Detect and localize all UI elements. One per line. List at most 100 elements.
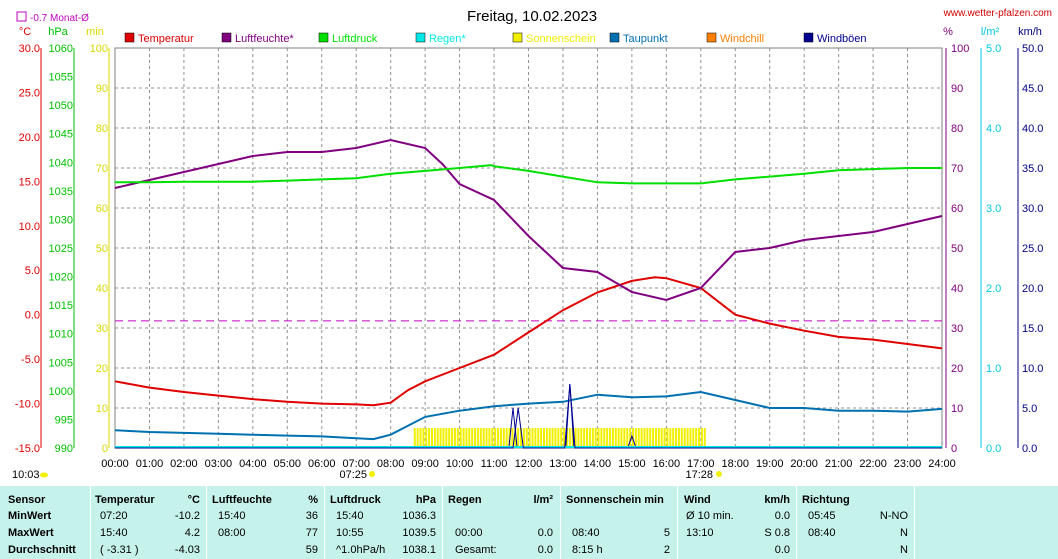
moon-icon — [40, 472, 48, 478]
sunshine-bar — [505, 428, 508, 448]
tick-label-sunshine: 10 — [96, 403, 108, 415]
tick-label-sunshine: 30 — [96, 323, 108, 335]
divider — [324, 486, 325, 559]
x-tick-label: 16:00 — [653, 458, 681, 470]
header-direction: Richtung — [802, 494, 850, 506]
legend-swatch — [415, 32, 426, 43]
sunshine-bar — [611, 428, 614, 448]
x-tick-label: 20:00 — [790, 458, 818, 470]
stat-wind-time: Ø 10 min. — [686, 510, 734, 522]
sunshine-bar — [497, 428, 500, 448]
tick-label-temperature: -15.0 — [15, 443, 40, 455]
tick-label-temperature: 25.0 — [19, 87, 40, 99]
sunshine-bar — [563, 428, 566, 448]
header-wind: Wind — [684, 494, 711, 506]
sunshine-bar — [640, 428, 643, 448]
sunshine-bar — [597, 428, 600, 448]
x-tick-label: 01:00 — [136, 458, 164, 470]
series-line-luftdruck — [115, 164, 942, 185]
legend-swatch — [803, 32, 814, 43]
series-line-luftfeuchte — [114, 138, 943, 302]
tick-label-sunshine: 40 — [96, 283, 108, 295]
x-tick-label: 00:00 — [101, 458, 129, 470]
series-line-windböen — [115, 383, 942, 449]
stat-rain-time: 00:00 — [455, 527, 483, 539]
x-tick-label: 17:00 — [687, 458, 715, 470]
legend-swatch — [609, 32, 620, 43]
sunshine-bar — [654, 428, 657, 448]
sunshine-bar — [511, 428, 514, 448]
sunshine-bar — [442, 428, 445, 448]
stat-hum-val: 77 — [305, 527, 318, 539]
sunrise-icon — [369, 471, 375, 477]
legend-swatch — [124, 32, 135, 43]
sunshine-bar — [482, 428, 485, 448]
sunshine-bar — [594, 428, 597, 448]
sunshine-bar — [531, 428, 534, 448]
tick-label-temperature: 5.0 — [25, 265, 40, 277]
divider — [442, 486, 443, 559]
tick-label-temperature: -5.0 — [21, 354, 40, 366]
stat-dir-val: N — [900, 544, 908, 556]
sunshine-bar — [643, 428, 646, 448]
sunshine-bar — [666, 428, 669, 448]
tick-label-temperature: 0.0 — [25, 310, 40, 322]
sunshine-bar — [626, 428, 629, 448]
header-wind-unit: km/h — [764, 494, 790, 506]
tick-label-humidity: 10 — [951, 403, 963, 415]
sunshine-bar — [453, 428, 456, 448]
stat-temp-time: 07:20 — [100, 510, 128, 522]
x-tick-label: 24:00 — [928, 458, 956, 470]
sunshine-bar — [416, 428, 419, 448]
sunshine-bar — [692, 428, 695, 448]
x-tick-label: 13:00 — [549, 458, 577, 470]
sunshine-bar — [700, 428, 703, 448]
stat-hum-val: 59 — [305, 544, 318, 556]
tick-label-sunshine: 60 — [96, 203, 108, 215]
tick-label-pressure: 1050 — [49, 100, 73, 112]
sunshine-bar — [485, 428, 488, 448]
sunshine-bar — [499, 428, 502, 448]
tick-label-pressure: 1005 — [49, 357, 73, 369]
tick-label-pressure: 1020 — [49, 272, 73, 284]
sunshine-bar — [609, 428, 612, 448]
weather-chart: Freitag, 10.02.2023 www.wetter-pfalzen.c… — [12, 8, 1052, 481]
x-tick-label: 05:00 — [274, 458, 302, 470]
sunshine-bar — [577, 428, 580, 448]
x-tick-label: 06:00 — [308, 458, 336, 470]
stat-temp-val: 4.2 — [184, 527, 200, 539]
x-tick-label: 08:00 — [377, 458, 405, 470]
tick-label-rain: 3.0 — [986, 203, 1001, 215]
sunshine-bar — [488, 428, 491, 448]
sunshine-bar — [540, 428, 543, 448]
sunshine-bar — [514, 428, 517, 448]
sunshine-bar — [583, 428, 586, 448]
tick-label-wind: 15.0 — [1022, 323, 1043, 335]
x-tick-label: 12:00 — [515, 458, 543, 470]
sunshine-bar — [548, 428, 551, 448]
sunshine-bar — [580, 428, 583, 448]
sunshine-bar — [652, 428, 655, 448]
sunshine-bar — [620, 428, 623, 448]
tick-label-wind: 20.0 — [1022, 283, 1043, 295]
sunshine-bar — [568, 428, 571, 448]
sunshine-bar — [586, 428, 589, 448]
sunshine-bar — [686, 428, 689, 448]
sunshine-bar — [474, 428, 477, 448]
source-link[interactable]: www.wetter-pfalzen.com — [943, 8, 1052, 19]
sunshine-bar — [657, 428, 660, 448]
legend-swatch — [512, 32, 523, 43]
tick-label-temperature: 20.0 — [19, 132, 40, 144]
tick-label-humidity: 50 — [951, 243, 963, 255]
tick-label-pressure: 1035 — [49, 186, 73, 198]
header-temperature-unit: °C — [187, 494, 200, 506]
sunshine-bar — [588, 428, 591, 448]
sunshine-bar — [479, 428, 482, 448]
tick-label-rain: 4.0 — [986, 123, 1001, 135]
sunshine-bar — [551, 428, 554, 448]
sunshine-bar — [448, 428, 451, 448]
sunshine-bar — [565, 428, 568, 448]
tick-label-temperature: 30.0 — [19, 43, 40, 55]
divider — [796, 486, 797, 559]
stat-sun-time: 8:15 h — [572, 544, 603, 556]
